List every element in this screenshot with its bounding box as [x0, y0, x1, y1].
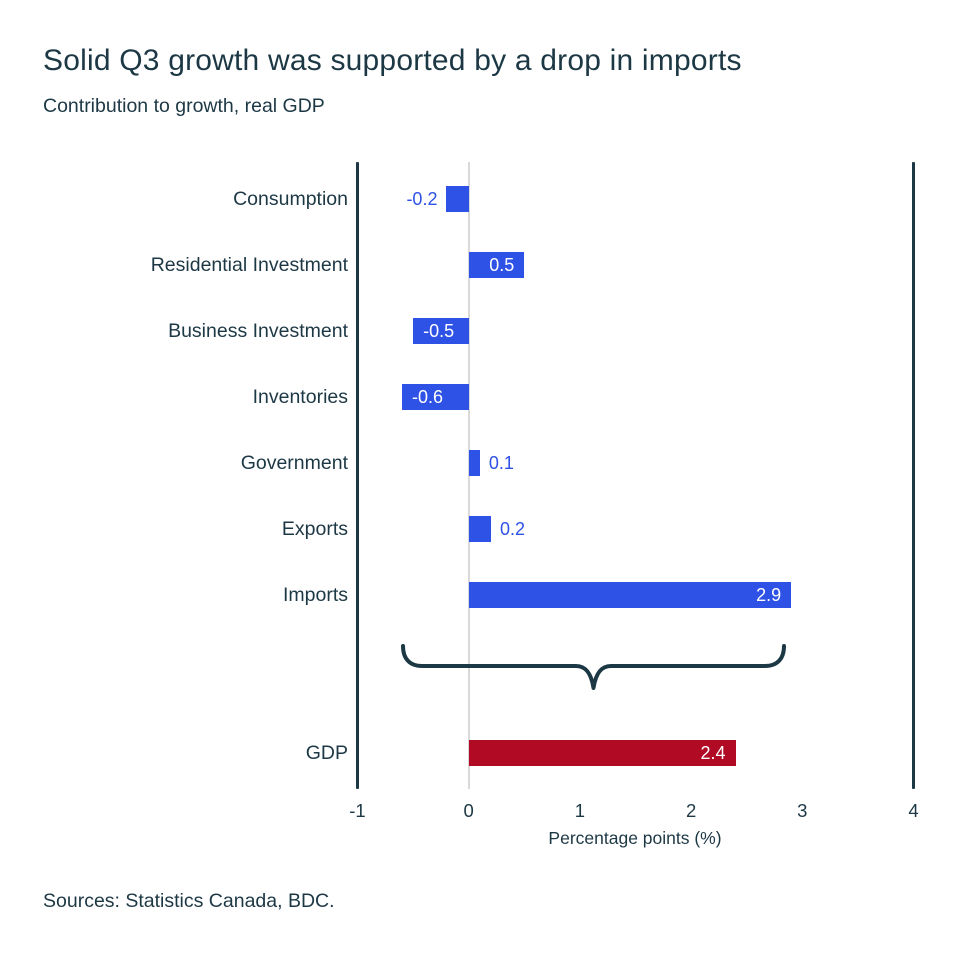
axis-line-left: [356, 162, 359, 789]
value-label-consumption: -0.2: [406, 189, 438, 209]
row-label-inventories: Inventories: [252, 386, 348, 408]
x-tick--1: -1: [349, 800, 366, 821]
row-label-imports: Imports: [282, 584, 348, 606]
value-label-business-investment: -0.5: [423, 321, 455, 341]
axis-line-right: [912, 162, 915, 789]
bar-imports: [468, 582, 792, 608]
bar-inventories: [401, 384, 469, 410]
chart-subtitle: Contribution to growth, real GDP: [43, 95, 325, 117]
row-label-gdp: GDP: [305, 742, 348, 764]
row-label-exports: Exports: [281, 518, 348, 540]
bar-consumption: [446, 186, 469, 212]
x-axis-title: Percentage points (%): [548, 828, 722, 848]
row-label-consumption: Consumption: [233, 188, 348, 210]
value-label-residential-investment: 0.5: [489, 255, 515, 275]
bar-gdp: [468, 740, 736, 766]
value-label-imports: 2.9: [756, 585, 782, 605]
gdp-group-brace-annotation: [401, 644, 786, 690]
value-label-gdp: 2.4: [700, 743, 726, 763]
value-label-exports: 0.2: [499, 519, 525, 539]
bar-business-investment: [413, 318, 469, 344]
source-note: Sources: Statistics Canada, BDC.: [43, 890, 335, 912]
bar-exports: [468, 516, 491, 542]
bar-residential-investment: [468, 252, 525, 278]
x-tick-1: 1: [574, 800, 586, 821]
x-tick-3: 3: [797, 800, 808, 821]
x-tick-0: 0: [463, 800, 474, 821]
x-tick-2: 2: [685, 800, 697, 821]
row-label-business-investment: Business Investment: [168, 320, 348, 342]
x-tick-4: 4: [908, 800, 919, 821]
row-label-residential-investment: Residential Investment: [150, 254, 348, 276]
value-label-inventories: -0.6: [411, 387, 443, 407]
row-label-government: Government: [240, 452, 348, 474]
bar-government: [468, 450, 480, 476]
value-label-government: 0.1: [488, 453, 514, 473]
chart-title: Solid Q3 growth was supported by a drop …: [43, 44, 742, 77]
